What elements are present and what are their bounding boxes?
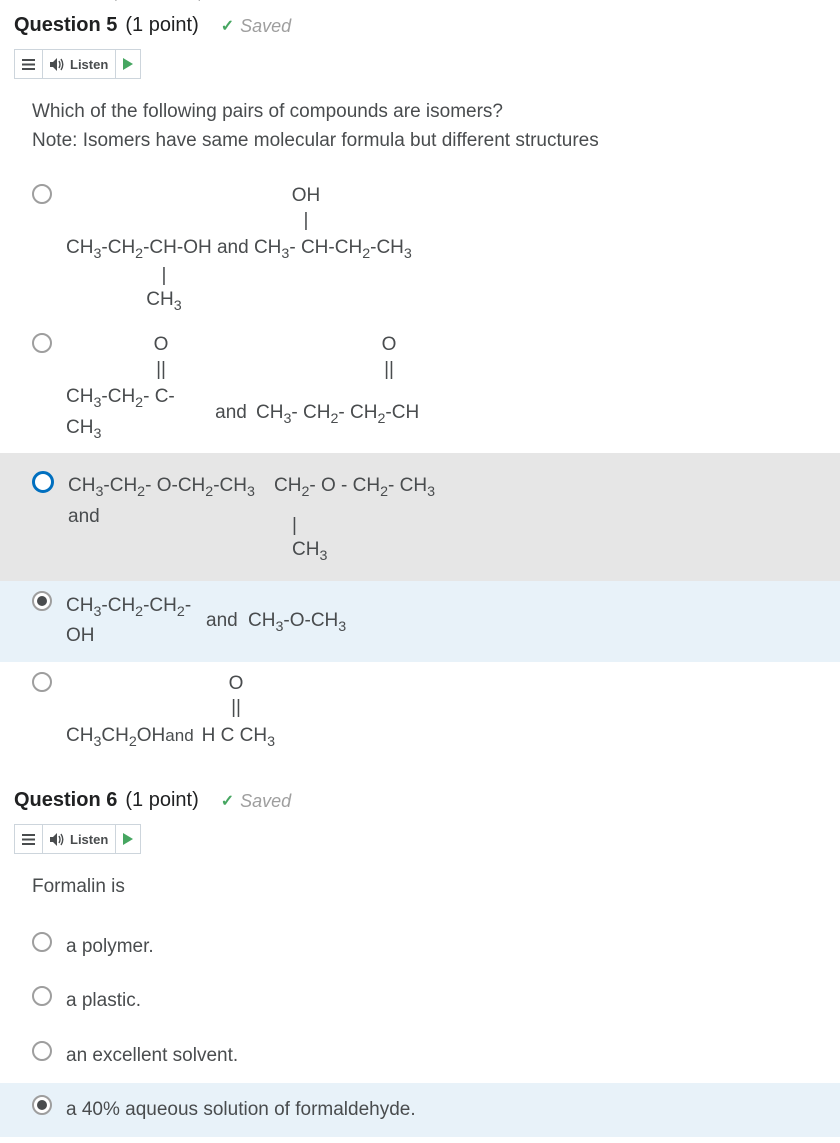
check-icon: ✓ xyxy=(221,791,234,811)
saved-label: Saved xyxy=(240,791,291,812)
radio-e[interactable] xyxy=(32,672,52,692)
listen-menu-button[interactable] xyxy=(15,50,43,78)
option-b-content: O|| O|| CH3-CH2- C-CH3 and CH3- CH2- CH2… xyxy=(66,329,826,447)
saved-indicator: ✓ Saved xyxy=(221,16,291,37)
radio-d[interactable] xyxy=(32,591,52,611)
speaker-icon xyxy=(50,58,65,71)
radio-c[interactable] xyxy=(32,471,54,493)
option-b[interactable]: O|| O|| CH3-CH2- C-CH3 and CH3- CH2- CH2… xyxy=(0,323,840,453)
listen-button[interactable]: Listen xyxy=(43,50,116,78)
saved-indicator: ✓ Saved xyxy=(221,791,291,812)
play-button[interactable] xyxy=(116,50,140,78)
listen-button[interactable]: Listen xyxy=(43,825,116,853)
question-title: Question 6 xyxy=(14,789,117,812)
radio-b[interactable] xyxy=(32,986,52,1006)
radio-c[interactable] xyxy=(32,1041,52,1061)
question-points: (1 point) xyxy=(125,789,198,812)
option-d-content: CH3-CH2-CH2-OH and CH3-O-CH3 xyxy=(66,587,826,656)
option-b-label: a plastic. xyxy=(66,982,826,1020)
options-list: a polymer. a plastic. an excellent solve… xyxy=(0,920,840,1138)
listen-menu-button[interactable] xyxy=(15,825,43,853)
radio-a[interactable] xyxy=(32,184,52,204)
option-e[interactable]: O|| CH3CH2OHand H C CH3 xyxy=(0,662,840,762)
question-prompt: Formalin is xyxy=(0,872,840,919)
listen-label: Listen xyxy=(70,832,108,847)
option-e-content: O|| CH3CH2OHand H C CH3 xyxy=(66,668,826,756)
listen-toolbar: Listen xyxy=(14,49,141,79)
listen-toolbar: Listen xyxy=(14,824,141,854)
radio-d[interactable] xyxy=(32,1095,52,1115)
option-d[interactable]: CH3-CH2-CH2-OH and CH3-O-CH3 xyxy=(0,581,840,662)
saved-label: Saved xyxy=(240,16,291,37)
play-button[interactable] xyxy=(116,825,140,853)
menu-icon xyxy=(22,59,35,70)
option-d-label: a 40% aqueous solution of formaldehyde. xyxy=(66,1091,826,1129)
menu-icon xyxy=(22,834,35,845)
option-c[interactable]: an excellent solvent. xyxy=(0,1029,840,1083)
speaker-icon xyxy=(50,833,65,846)
options-list: OH | CH3-CH2-CH-OH and CH3- CH-CH2-CH3 |… xyxy=(0,174,840,762)
listen-label: Listen xyxy=(70,57,108,72)
question-prompt: Which of the following pairs of compound… xyxy=(0,97,840,174)
radio-b[interactable] xyxy=(32,333,52,353)
option-b[interactable]: a plastic. xyxy=(0,974,840,1028)
option-a[interactable]: OH | CH3-CH2-CH-OH and CH3- CH-CH2-CH3 |… xyxy=(0,174,840,323)
option-a[interactable]: a polymer. xyxy=(0,920,840,974)
question-5: Question 5 (1 point) ✓ Saved Listen Whic… xyxy=(0,4,840,761)
question-header: Question 6 (1 point) ✓ Saved xyxy=(0,779,840,820)
option-c[interactable]: CH3-CH2- O-CH2-CH3 and CH2- O - CH2- CH3… xyxy=(0,453,840,581)
question-title: Question 5 xyxy=(14,14,117,37)
play-icon xyxy=(123,833,133,845)
play-icon xyxy=(123,58,133,70)
radio-a[interactable] xyxy=(32,932,52,952)
option-d[interactable]: a 40% aqueous solution of formaldehyde. xyxy=(0,1083,840,1137)
question-header: Question 5 (1 point) ✓ Saved xyxy=(0,4,840,45)
question-points: (1 point) xyxy=(125,14,198,37)
question-6: Question 6 (1 point) ✓ Saved Listen Form… xyxy=(0,779,840,1137)
option-a-label: a polymer. xyxy=(66,928,826,966)
option-a-content: OH | CH3-CH2-CH-OH and CH3- CH-CH2-CH3 |… xyxy=(66,180,826,317)
option-c-content: CH3-CH2- O-CH2-CH3 and CH2- O - CH2- CH3… xyxy=(68,467,826,567)
option-c-label: an excellent solvent. xyxy=(66,1037,826,1075)
check-icon: ✓ xyxy=(221,16,234,36)
